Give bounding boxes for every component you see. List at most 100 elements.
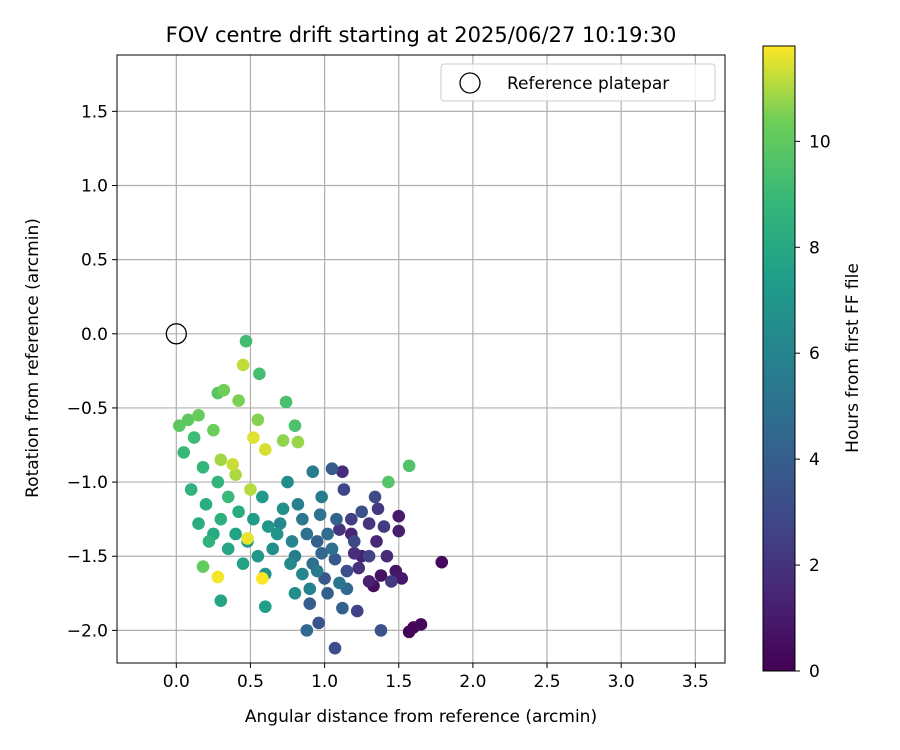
data-point [402,459,416,473]
data-point [340,564,354,578]
data-point [306,465,320,479]
data-point [312,616,325,630]
data-point [232,394,245,407]
data-point [239,334,253,348]
data-point [266,542,280,556]
data-point [247,431,260,444]
data-point [291,435,305,449]
data-point [345,512,358,526]
reference-point [165,323,187,345]
legend-entry-reference: Reference platepar [507,74,669,94]
data-point [192,517,205,530]
data-point [377,520,391,533]
data-point [181,413,195,427]
data-point [251,413,265,427]
grid [117,55,725,663]
y-tick-label: −1.0 [67,473,108,493]
data-point [187,431,201,444]
data-point [229,468,242,481]
data-point [232,505,245,519]
y-tick-label: 1.0 [81,176,108,196]
data-point [177,446,191,459]
data-point [211,475,225,489]
data-point [347,535,361,548]
data-point [236,358,250,372]
data-point [303,597,317,610]
data-point [296,512,309,526]
legend: Reference platepar [440,63,716,102]
colorbar-tick-label: 4 [809,450,820,470]
x-tick-label: 2.5 [534,672,561,692]
data-point [392,509,406,523]
colorbar-ticks: 0 2 4 6 8 10 [795,132,831,682]
data-point [214,594,228,608]
data-point [325,462,339,476]
plot-frame [116,54,726,664]
data-point [261,520,275,533]
x-tick-label: 0.0 [163,672,190,692]
x-tick-label: 0.5 [237,672,264,692]
data-point [291,498,305,511]
x-tick-label: 3.0 [608,672,635,692]
data-point [279,395,293,409]
data-point [385,575,398,588]
data-point [281,475,294,489]
data-point [202,535,216,548]
colorbar-tick-label: 0 [809,662,820,682]
data-point [214,512,228,526]
data-point [284,557,297,570]
data-point [315,490,328,504]
data-point [285,535,299,548]
data-point [172,419,186,433]
legend-marker-reference [459,72,481,94]
data-point [313,508,327,522]
data-point [392,524,406,538]
data-point [350,604,364,618]
data-point [192,409,205,422]
data-point [256,490,269,504]
data-point [241,532,254,545]
legend-box [440,63,716,102]
x-tick-label: 1.0 [311,672,338,692]
data-point [288,419,302,433]
data-point [362,517,376,530]
colorbar-gradient [762,45,796,672]
data-point [258,443,272,456]
data-point [325,542,339,556]
data-point [310,535,324,548]
data-point [310,564,324,578]
colorbar-label: Hours from first FF file [843,263,863,453]
data-point [371,502,385,516]
y-tick-label: −1.5 [67,547,108,567]
data-point [221,490,235,504]
data-point [355,505,368,519]
data-point [256,572,269,585]
data-point [253,367,266,381]
data-point [347,546,361,560]
x-axis-ticks: 0.0 0.5 1.0 1.5 2.0 2.5 3.0 3.5 [163,663,709,692]
data-point [270,527,284,541]
data-point [217,383,231,397]
data-point [352,561,366,575]
y-tick-label: 1.5 [81,102,108,122]
data-point [315,546,328,560]
data-point [184,483,198,496]
data-point [296,567,309,581]
data-point [328,641,342,655]
data-point [303,582,317,596]
data-point [321,587,334,600]
y-tick-label: −0.5 [67,399,108,419]
chart-title: FOV centre drift starting at 2025/06/27 … [166,23,677,47]
data-point [214,453,228,467]
data-point [258,600,272,613]
x-tick-label: 3.5 [682,672,709,692]
data-point [395,572,409,585]
colorbar: 0 2 4 6 8 10 Hours from first FF file [762,45,863,682]
data-point [207,423,220,437]
data-point [362,549,376,563]
data-point [276,502,290,516]
x-axis-label: Angular distance from reference (arcmin) [245,707,597,727]
data-point [435,555,449,569]
y-axis-label: Rotation from reference (arcmin) [23,218,43,498]
data-point [336,601,349,615]
